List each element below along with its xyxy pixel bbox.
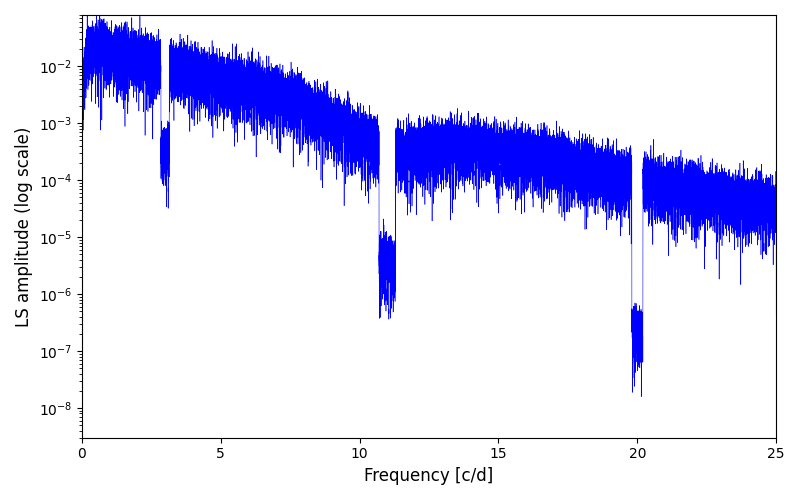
Y-axis label: LS amplitude (log scale): LS amplitude (log scale) <box>15 126 33 326</box>
X-axis label: Frequency [c/d]: Frequency [c/d] <box>364 467 494 485</box>
